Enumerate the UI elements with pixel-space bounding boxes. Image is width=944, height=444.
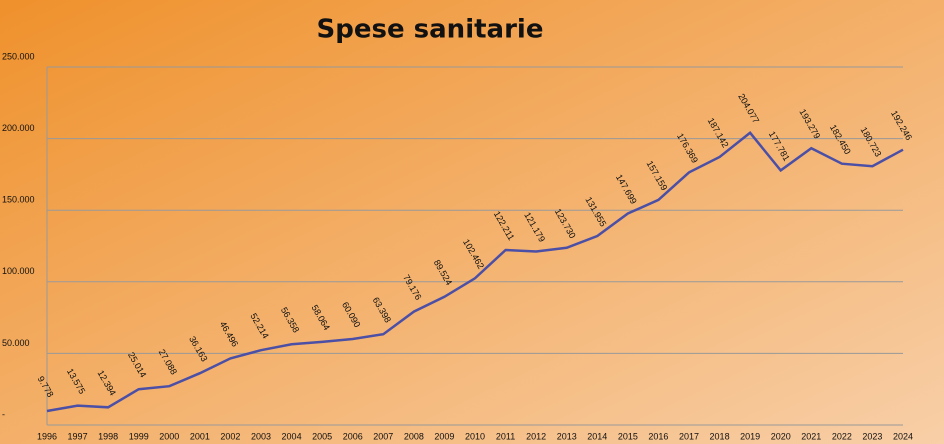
x-tick-label: 2013	[557, 431, 577, 441]
x-tick-label: 2003	[251, 431, 271, 441]
x-tick-label: 2002	[220, 431, 240, 441]
x-tick-label: 2008	[404, 431, 424, 441]
y-tick-label: 50.000	[2, 338, 30, 348]
y-tick-label: 100.000	[2, 266, 35, 276]
x-tick-label: 2015	[618, 431, 638, 441]
data-line	[46, 131, 904, 413]
x-tick-label: 2006	[343, 431, 363, 441]
x-tick-label: 2017	[679, 431, 699, 441]
x-tick-label: 2005	[312, 431, 332, 441]
x-tick-label: 2000	[159, 431, 179, 441]
x-tick-label: 2016	[648, 431, 668, 441]
x-tick-label: 2021	[801, 431, 821, 441]
x-tick-label: 2024	[893, 431, 913, 441]
x-tick-label: 2009	[434, 431, 454, 441]
x-tick-label: 2019	[740, 431, 760, 441]
x-tick-label: 2010	[465, 431, 485, 441]
x-tick-label: 1998	[98, 431, 118, 441]
x-tick-label: 2023	[862, 431, 882, 441]
x-tick-label: 2011	[496, 431, 515, 441]
y-tick-label: 150.000	[2, 195, 35, 205]
chart-title: Spese sanitarie	[317, 15, 544, 45]
x-tick-label: 1996	[37, 431, 57, 441]
x-tick-label: 2018	[710, 431, 730, 441]
x-tick-label: 2014	[587, 431, 607, 441]
x-tick-label: 1997	[68, 431, 88, 441]
y-tick-label: 200.000	[2, 123, 35, 133]
y-tick-label: 250.000	[2, 51, 35, 61]
x-tick-label: 2022	[832, 431, 852, 441]
x-tick-label: 2007	[373, 431, 393, 441]
x-tick-label: 2001	[190, 431, 210, 441]
x-tick-label: 2004	[282, 431, 302, 441]
x-tick-label: 1999	[129, 431, 149, 441]
x-tick-label: 2020	[771, 431, 791, 441]
y-tick-label: -	[2, 409, 5, 419]
x-tick-label: 2012	[526, 431, 546, 441]
